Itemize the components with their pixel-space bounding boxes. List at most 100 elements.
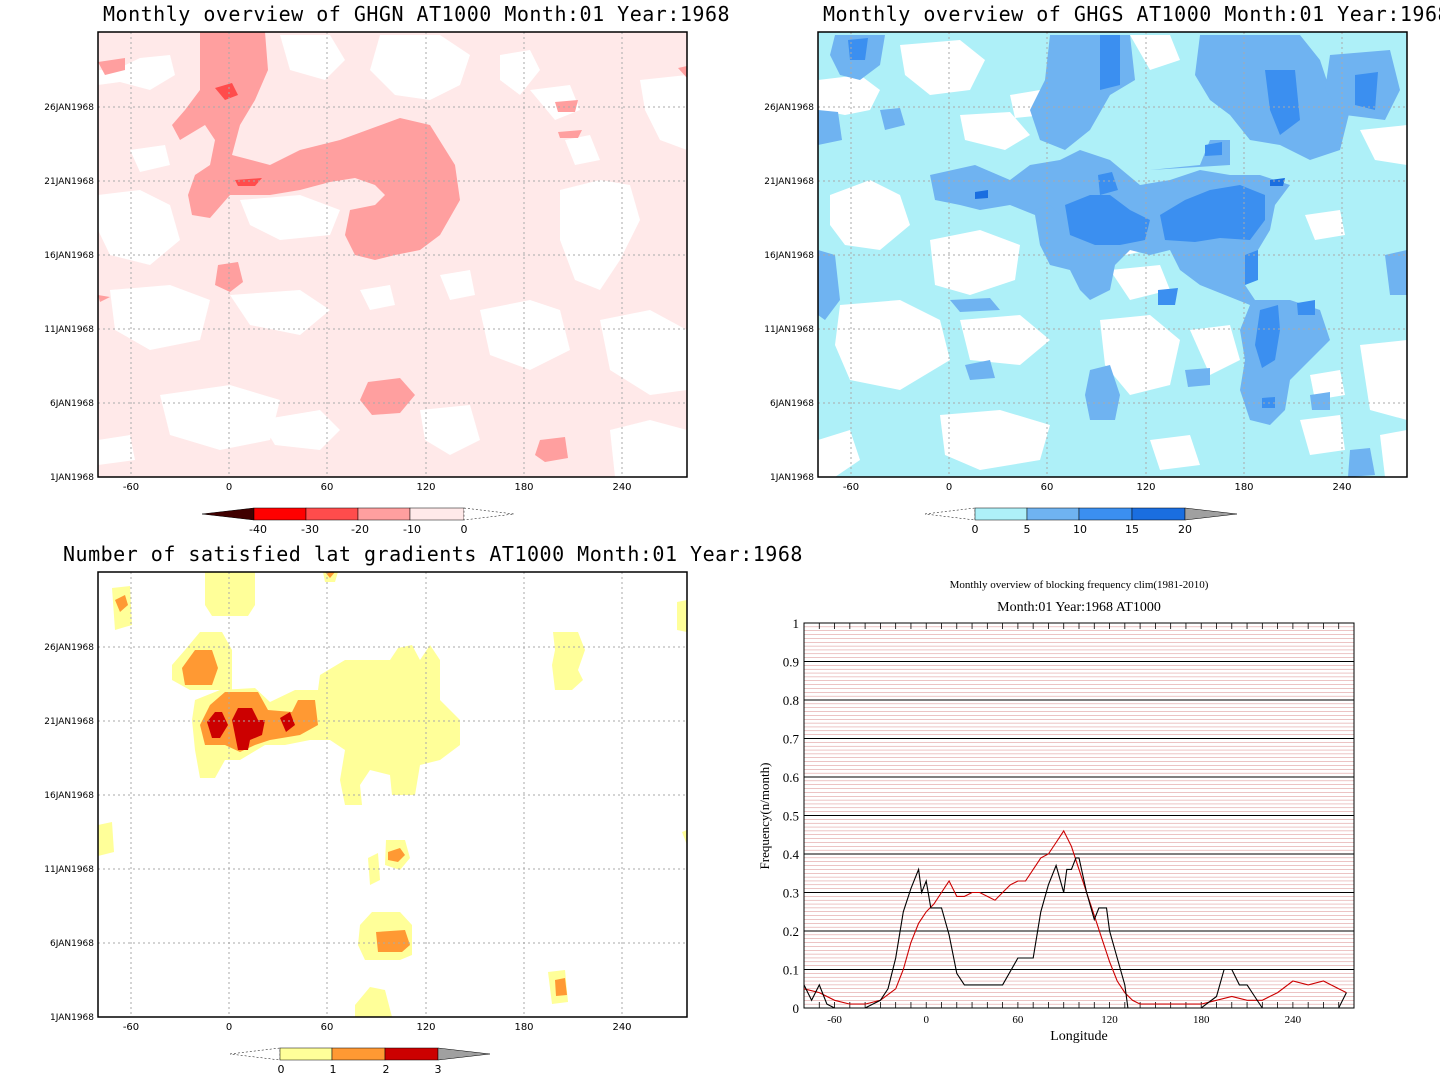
ghgs-white-region (900, 40, 985, 95)
ghgn-white-region (110, 285, 210, 350)
ghgs-mid-region (1310, 392, 1330, 410)
gradients-level-1-region (682, 830, 687, 845)
ghgs-mid-region (1035, 205, 1060, 225)
gradients-level-2-region (182, 650, 218, 685)
gradients-level-2-region (555, 978, 567, 996)
ghgs-white-region (940, 410, 1050, 470)
blocking-ytick-label: 0.8 (783, 693, 799, 708)
gradients-level-2-region (376, 930, 410, 952)
ghgs-colorbar-label: 15 (1125, 523, 1139, 536)
ghgs-ytick-label: 26JAN1968 (764, 103, 814, 113)
gradients-level-1-region (192, 645, 460, 805)
ghgn-white-region (640, 75, 687, 150)
gradients-level-3-region (232, 708, 265, 750)
blocking-xticks: -60 0 60 120 180 240 (827, 1014, 1301, 1026)
blocking-ytick-label: 0.3 (783, 886, 799, 901)
ghgs-white-region (830, 180, 910, 250)
gradients-ytick-label: 26JAN1968 (44, 643, 94, 653)
blocking-xlabel: Longitude (1050, 1029, 1108, 1044)
blocking-title: Monthly overview of blocking frequency c… (950, 579, 1209, 591)
ghgn-negative-region (555, 100, 578, 112)
ghgn-white-region (230, 290, 330, 335)
ghgn-white-region (440, 270, 475, 300)
ghgn-white-region (560, 180, 640, 290)
ghgn-colorbar-label: -20 (351, 523, 369, 536)
ghgs-white-region (818, 430, 860, 477)
ghgn-colorbar-label: -30 (301, 523, 319, 536)
ghgs-dark-region (1205, 142, 1222, 156)
ghgs-white-region (1360, 125, 1407, 165)
ghgs-mid-region (880, 108, 905, 130)
ghgn-chart: 1JAN1968 6JAN1968 11JAN1968 16JAN1968 21… (44, 31, 688, 536)
gradients-colorbar-label: 2 (383, 1063, 390, 1076)
gradients-ytick-label: 11JAN1968 (44, 865, 94, 875)
ghgn-colorbar: -40 -30 -20 -10 0 (201, 507, 515, 536)
ghgn-white-region (98, 190, 180, 265)
gradients-ytick-label: 21JAN1968 (44, 717, 94, 727)
blocking-ytick-label: 0.4 (783, 847, 800, 862)
ghgn-white-region (98, 55, 175, 90)
blocking-xtick-label: 180 (1193, 1014, 1210, 1026)
gradients-colorbar-label: 1 (330, 1063, 337, 1076)
ghgs-ytick-label: 21JAN1968 (764, 177, 814, 187)
ghgn-colorbar-label: 0 (461, 523, 468, 536)
gradients-level-1-region (98, 822, 114, 856)
gradients-ytick-label: 6JAN1968 (50, 939, 94, 949)
blocking-frequency-line (803, 857, 1347, 1009)
blocking-xtick-label: 60 (1012, 1014, 1024, 1026)
ghgs-ytick-label: 6JAN1968 (770, 399, 814, 409)
ghgs-white-region (960, 112, 1030, 150)
ghgs-dark-region (1270, 178, 1285, 186)
ghgs-colorbar-label: 0 (972, 523, 979, 536)
ghgs-colorbar-label: 20 (1178, 523, 1192, 536)
ghgn-white-region (370, 35, 470, 100)
ghgs-white-region (1100, 315, 1180, 395)
ghgs-xtick-label: 180 (1234, 482, 1253, 493)
ghgs-white-region (960, 315, 1050, 365)
gradients-level-1-region (355, 987, 392, 1017)
ghgs-white-region (835, 300, 950, 390)
ghgs-dark-region (1245, 250, 1258, 285)
gradients-chart: 1JAN1968 6JAN1968 11JAN1968 16JAN1968 21… (44, 571, 688, 1076)
ghgn-white-region (98, 435, 135, 465)
ghgs-mid-region (1085, 365, 1120, 420)
ghgn-ytick-label: 11JAN1968 (44, 325, 94, 335)
ghgn-title: Monthly overview of GHGN AT1000 Month:01… (103, 2, 731, 26)
ghgs-mid-region (818, 110, 842, 145)
ghgn-white-region (130, 145, 170, 172)
ghgn-negative-region (558, 130, 582, 138)
ghgn-white-region (360, 285, 395, 310)
ghgs-white-region (1300, 415, 1345, 455)
blocking-ytick-label: 0 (793, 1001, 800, 1016)
gradients-colorbar: 0 1 2 3 (229, 1047, 491, 1076)
gradients-level-1-region (205, 572, 255, 616)
ghgn-xtick-label: 0 (226, 482, 232, 493)
blocking-xtick-label: 240 (1285, 1014, 1302, 1026)
ghgs-colorbar-label: 10 (1073, 523, 1087, 536)
ghgn-grid (98, 32, 687, 477)
ghgs-dark-region (1160, 185, 1265, 242)
ghgn-dark-region (235, 178, 262, 186)
ghgs-chart: 1JAN1968 6JAN1968 11JAN1968 16JAN1968 21… (764, 31, 1408, 536)
ghgs-white-region (1305, 210, 1345, 240)
ghgn-white-region (280, 35, 345, 80)
ghgs-xtick-label: 60 (1041, 482, 1054, 493)
ghgs-mid-region (1348, 448, 1375, 477)
gradients-level-3-region (280, 712, 295, 732)
ghgs-mid-region (950, 298, 1000, 312)
blocking-ytick-label: 0.5 (783, 809, 799, 824)
ghgs-mid-region (1385, 250, 1407, 295)
ghgn-white-region (610, 420, 687, 477)
ghgn-negative-region (678, 66, 687, 78)
ghgn-xtick-label: -60 (123, 482, 139, 493)
ghgs-dark-region (848, 38, 868, 60)
blocking-yticks: 0 0.1 0.2 0.3 0.4 0.5 0.6 0.7 0.8 0.9 1 (783, 616, 800, 1016)
ghgs-ytick-label: 11JAN1968 (764, 325, 814, 335)
ghgn-white-region (160, 385, 280, 450)
gradients-ytick-label: 16JAN1968 (44, 791, 94, 801)
ghgn-white-region (260, 410, 340, 450)
blocking-subtitle: Month:01 Year:1968 AT1000 (997, 600, 1161, 615)
gradients-title: Number of satisfied lat gradients AT1000… (63, 542, 803, 566)
blocking-ytick-label: 0.7 (783, 732, 800, 747)
ghgs-dark-region (1255, 305, 1280, 368)
